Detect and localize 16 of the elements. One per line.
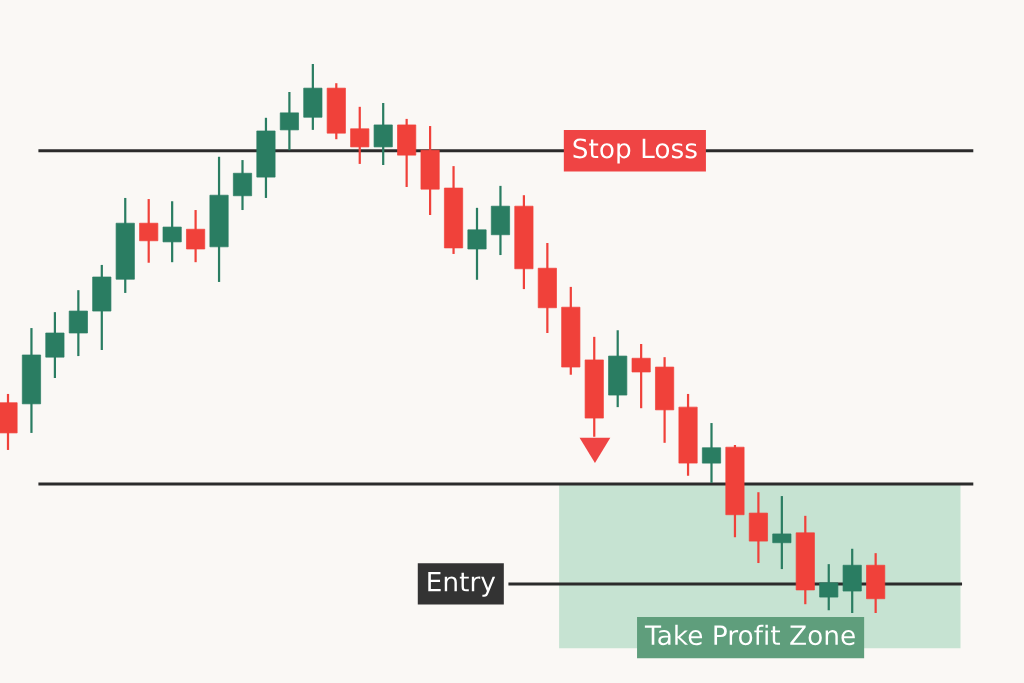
candlestick — [279, 90, 299, 152]
ref-line-label: Stop Loss — [573, 138, 697, 164]
candlestick — [772, 494, 792, 571]
candlestick — [819, 563, 839, 612]
candlestick — [186, 208, 206, 264]
candlestick — [702, 421, 721, 484]
candlestick — [467, 206, 487, 281]
candlestick — [350, 105, 370, 166]
band-label: Take Profit Zone — [644, 624, 855, 646]
candlestick — [139, 197, 159, 264]
ref-line-label: Entry — [428, 571, 496, 597]
candlestick — [373, 101, 393, 167]
candlestick — [631, 342, 651, 410]
candlestick — [233, 158, 252, 212]
candlestick — [162, 200, 182, 264]
candlestick — [68, 289, 88, 358]
